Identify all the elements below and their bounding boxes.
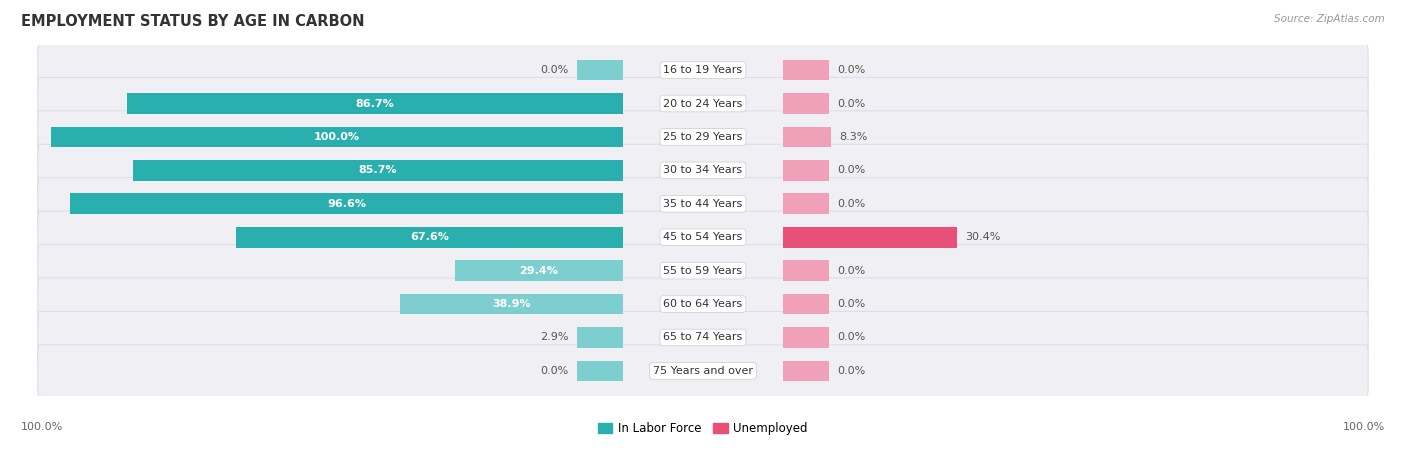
FancyBboxPatch shape	[38, 44, 1368, 96]
Text: EMPLOYMENT STATUS BY AGE IN CARBON: EMPLOYMENT STATUS BY AGE IN CARBON	[21, 14, 364, 28]
Text: 20 to 24 Years: 20 to 24 Years	[664, 99, 742, 108]
Text: 35 to 44 Years: 35 to 44 Years	[664, 199, 742, 209]
Text: 30.4%: 30.4%	[966, 232, 1001, 242]
FancyBboxPatch shape	[38, 311, 1368, 364]
Bar	[783, 93, 828, 114]
FancyBboxPatch shape	[38, 111, 1368, 163]
Text: 100.0%: 100.0%	[21, 422, 63, 432]
Text: 60 to 64 Years: 60 to 64 Years	[664, 299, 742, 309]
Text: 86.7%: 86.7%	[356, 99, 394, 108]
Text: 67.6%: 67.6%	[411, 232, 449, 242]
Bar	[783, 227, 957, 248]
FancyBboxPatch shape	[38, 178, 1368, 230]
Text: 0.0%: 0.0%	[838, 299, 866, 309]
Bar	[783, 160, 828, 181]
Text: 2.9%: 2.9%	[540, 333, 568, 342]
FancyBboxPatch shape	[38, 211, 1368, 263]
Text: 30 to 34 Years: 30 to 34 Years	[664, 165, 742, 176]
Text: 75 Years and over: 75 Years and over	[652, 366, 754, 376]
Bar	[783, 126, 831, 147]
Text: Source: ZipAtlas.com: Source: ZipAtlas.com	[1274, 14, 1385, 23]
Text: 0.0%: 0.0%	[838, 266, 866, 276]
Text: 0.0%: 0.0%	[838, 333, 866, 342]
FancyBboxPatch shape	[38, 77, 1368, 130]
Text: 65 to 74 Years: 65 to 74 Years	[664, 333, 742, 342]
Bar	[578, 360, 623, 381]
Text: 0.0%: 0.0%	[838, 366, 866, 376]
FancyBboxPatch shape	[38, 144, 1368, 197]
Text: 100.0%: 100.0%	[314, 132, 360, 142]
Text: 0.0%: 0.0%	[838, 99, 866, 108]
Bar	[132, 160, 623, 181]
Bar	[236, 227, 623, 248]
Text: 16 to 19 Years: 16 to 19 Years	[664, 65, 742, 75]
Text: 0.0%: 0.0%	[540, 366, 568, 376]
Text: 85.7%: 85.7%	[359, 165, 396, 176]
Text: 8.3%: 8.3%	[839, 132, 868, 142]
Text: 38.9%: 38.9%	[492, 299, 531, 309]
FancyBboxPatch shape	[38, 278, 1368, 330]
Bar	[127, 93, 623, 114]
Text: 96.6%: 96.6%	[328, 199, 366, 209]
Text: 0.0%: 0.0%	[838, 65, 866, 75]
Bar	[783, 294, 828, 315]
FancyBboxPatch shape	[38, 244, 1368, 297]
Bar	[783, 360, 828, 381]
FancyBboxPatch shape	[38, 345, 1368, 397]
Bar	[51, 126, 623, 147]
Bar	[783, 60, 828, 81]
Text: 29.4%: 29.4%	[519, 266, 558, 276]
Text: 45 to 54 Years: 45 to 54 Years	[664, 232, 742, 242]
Legend: In Labor Force, Unemployed: In Labor Force, Unemployed	[593, 417, 813, 440]
Bar	[783, 327, 828, 348]
Text: 0.0%: 0.0%	[838, 199, 866, 209]
Bar	[401, 294, 623, 315]
Text: 100.0%: 100.0%	[1343, 422, 1385, 432]
Text: 55 to 59 Years: 55 to 59 Years	[664, 266, 742, 276]
Text: 0.0%: 0.0%	[838, 165, 866, 176]
Text: 25 to 29 Years: 25 to 29 Years	[664, 132, 742, 142]
Text: 0.0%: 0.0%	[540, 65, 568, 75]
Bar	[70, 194, 623, 214]
Bar	[578, 327, 623, 348]
Bar	[454, 260, 623, 281]
Bar	[578, 60, 623, 81]
Bar	[783, 260, 828, 281]
Bar	[783, 194, 828, 214]
